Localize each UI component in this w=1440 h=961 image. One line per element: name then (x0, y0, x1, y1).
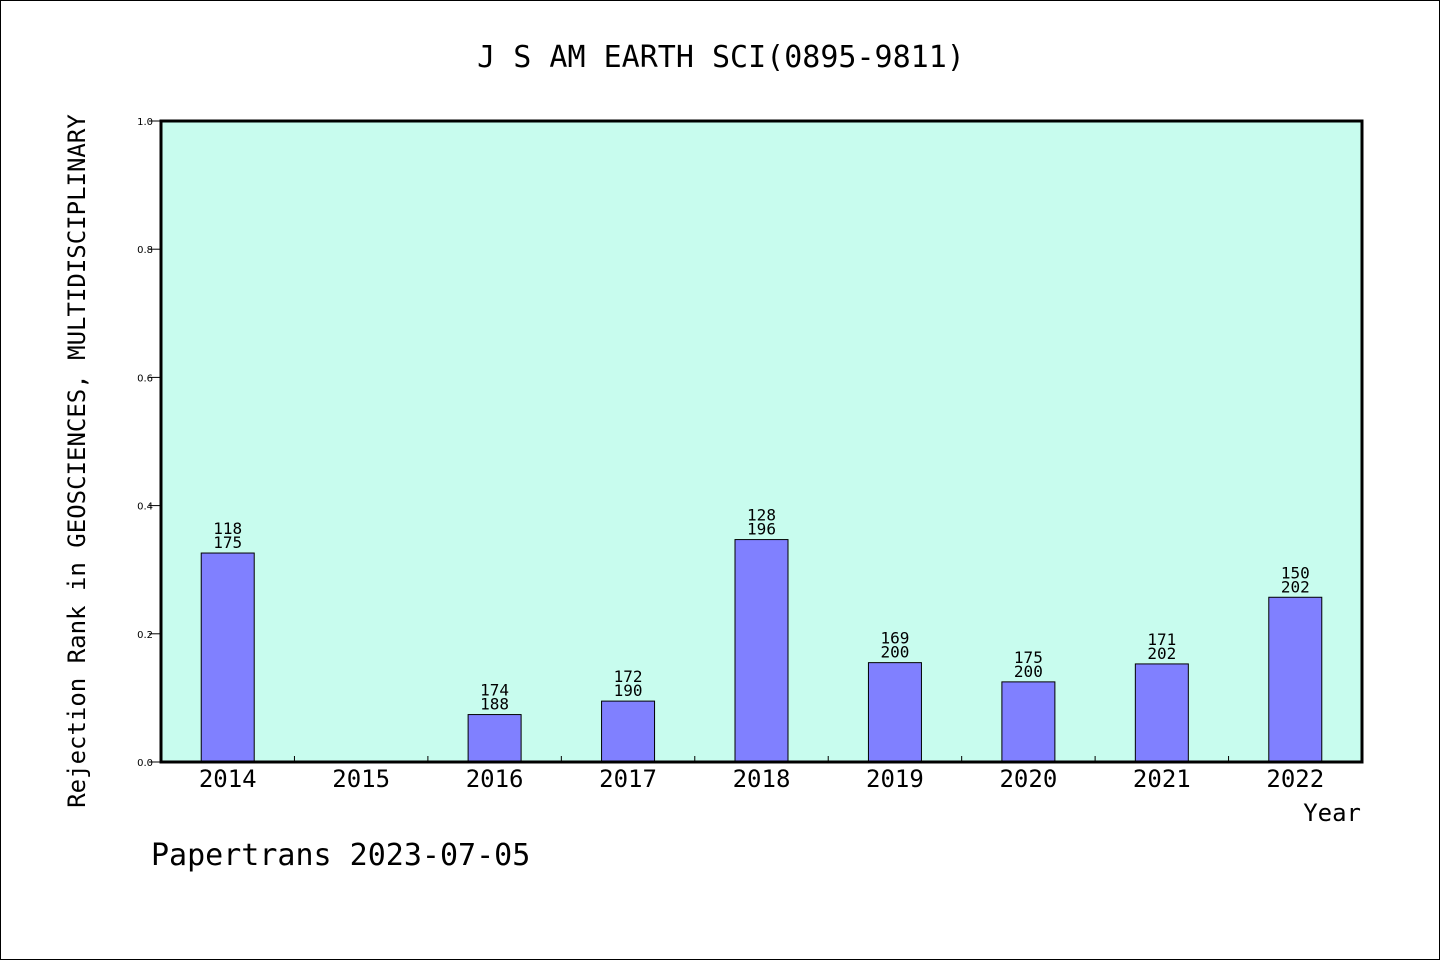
x-tick-label: 2019 (866, 765, 924, 793)
bar-label-bottom: 200 (880, 643, 909, 662)
bar-label-bottom: 202 (1147, 644, 1176, 663)
y-tick-label: 0.4 (137, 502, 153, 513)
y-axis-label: Rejection Rank in GEOSCIENCES, MULTIDISC… (63, 114, 91, 808)
x-tick-label: 2022 (1266, 765, 1324, 793)
bar (1268, 596, 1323, 763)
x-tick-label: 2016 (466, 765, 524, 793)
x-tick-label: 2018 (733, 765, 791, 793)
x-tick-label: 2017 (599, 765, 657, 793)
x-axis-label: Year (1303, 799, 1361, 827)
plot-border (159, 119, 1364, 764)
y-axis: 0.0 0.2 0.4 0.6 0.8 1.0 (137, 117, 161, 769)
footer-text: Papertrans 2023-07-05 (151, 838, 530, 873)
bar (467, 714, 522, 763)
x-axis: 2014 2015 2016 2017 2018 2019 2020 2021 2022 (199, 756, 1324, 793)
bar (734, 539, 789, 763)
y-tick-label: 0.6 (137, 373, 153, 384)
bar-label-bottom: 196 (747, 520, 776, 539)
y-tick-label: 0.2 (137, 630, 153, 641)
bar-label-top: 172 (614, 667, 643, 686)
bar (601, 700, 656, 763)
bar-label-bottom: 190 (614, 681, 643, 700)
bar-label-bottom: 188 (480, 695, 509, 714)
x-tick-label: 2015 (332, 765, 390, 793)
bar (867, 662, 922, 763)
bar-label-bottom: 175 (213, 533, 242, 552)
y-tick-label: 1.0 (137, 117, 153, 128)
chart-title: J S AM EARTH SCI(0895-9811) (477, 40, 965, 75)
x-tick-label: 2014 (199, 765, 257, 793)
bar-label-top: 175 (1014, 648, 1043, 667)
bar-label-top: 150 (1281, 563, 1310, 582)
y-tick-label: 0.0 (137, 758, 153, 769)
x-tick-label: 2021 (1133, 765, 1191, 793)
bar-label-top: 118 (213, 519, 242, 538)
bar-label-top: 169 (880, 629, 909, 648)
y-tick-label: 0.8 (137, 245, 153, 256)
bar-label-bottom: 200 (1014, 662, 1043, 681)
bar (1001, 681, 1056, 763)
bar (200, 552, 255, 763)
x-tick-label: 2020 (999, 765, 1057, 793)
bar-label-bottom: 202 (1281, 577, 1310, 596)
bar-label-top: 128 (747, 506, 776, 525)
bar-label-top: 174 (480, 681, 509, 700)
bar (1134, 663, 1189, 763)
bar-label-top: 171 (1147, 630, 1176, 649)
